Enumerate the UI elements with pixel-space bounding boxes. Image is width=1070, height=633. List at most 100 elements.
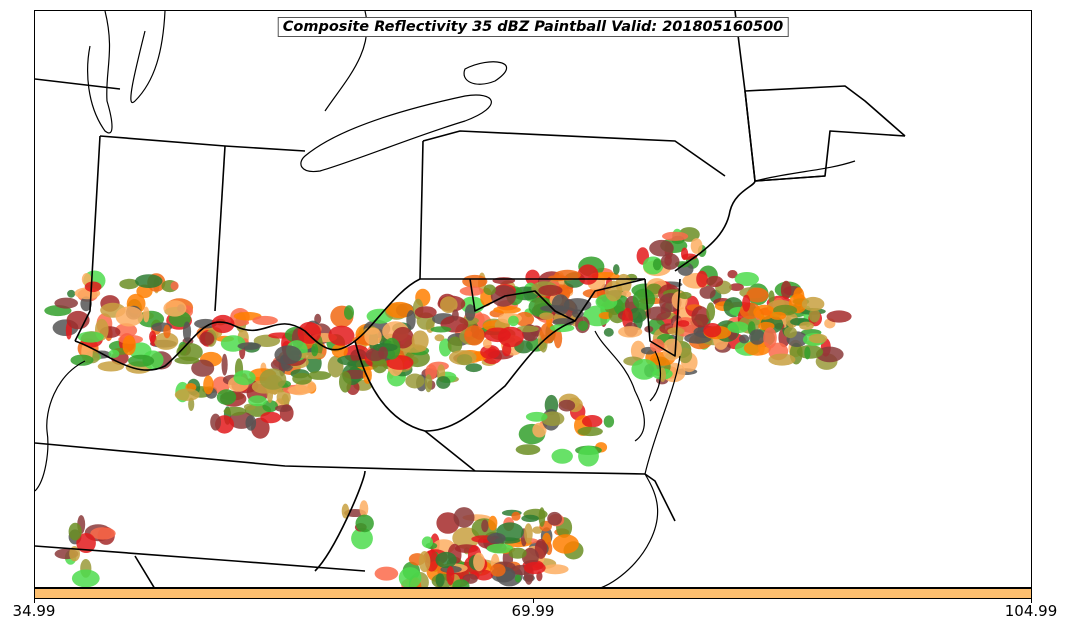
reflectivity-blob — [435, 551, 457, 569]
reflectivity-blob — [547, 511, 562, 526]
reflectivity-blob — [67, 289, 76, 298]
reflectivity-blob — [729, 283, 744, 291]
reflectivity-blob — [769, 311, 787, 320]
reflectivity-blob — [696, 270, 708, 288]
reflectivity-blob — [328, 325, 355, 346]
reflectivity-blob — [351, 527, 373, 550]
reflectivity-blob — [411, 330, 429, 351]
reflectivity-blob — [203, 375, 214, 395]
reflectivity-blob — [549, 324, 575, 333]
reflectivity-blob — [690, 238, 703, 254]
reflectivity-blob — [464, 304, 476, 321]
reflectivity-blob — [613, 264, 620, 275]
reflectivity-blob — [511, 511, 521, 521]
reflectivity-blob — [462, 274, 488, 288]
reflectivity-blob — [604, 280, 623, 302]
reflectivity-blob — [174, 388, 200, 401]
reflectivity-blob — [631, 359, 657, 380]
ohio-river — [74, 278, 421, 371]
reflectivity-blob — [742, 294, 751, 312]
reflectivity-blob — [551, 448, 573, 464]
reflectivity-blob — [194, 318, 217, 329]
reflectivity-blob — [524, 523, 533, 544]
reflectivity-blob — [221, 353, 228, 376]
reflectivity-blob — [516, 325, 539, 333]
reflectivity-paintball-layer — [44, 227, 852, 587]
reflectivity-blob — [583, 305, 611, 327]
reflectivity-blob — [163, 324, 171, 339]
reflectivity-blob — [406, 310, 416, 330]
reflectivity-blob — [434, 334, 445, 342]
wv-southern-border — [354, 320, 576, 432]
reflectivity-blob — [128, 354, 155, 367]
reflectivity-blob — [488, 515, 498, 531]
reflectivity-blob — [71, 569, 100, 587]
reflectivity-blob — [703, 323, 722, 338]
reflectivity-blob — [525, 411, 548, 422]
reflectivity-blob — [440, 296, 458, 314]
reflectivity-blob — [199, 331, 215, 346]
reflectivity-blob — [799, 321, 814, 330]
virginia-border — [424, 430, 476, 472]
reflectivity-blob — [355, 514, 374, 533]
reflectivity-blob — [436, 376, 451, 389]
reflectivity-blob — [54, 297, 78, 309]
reflectivity-blob — [659, 367, 666, 382]
reflectivity-blob — [245, 415, 257, 431]
colorbar-tick-label-middle: 69.99 — [511, 602, 555, 620]
nj-border — [674, 180, 756, 272]
reflectivity-blob — [578, 445, 599, 467]
reflectivity-blob — [297, 321, 321, 344]
reflectivity-blob — [528, 297, 554, 317]
reflectivity-blob — [259, 368, 287, 390]
reflectivity-blob — [652, 258, 662, 271]
reflectivity-blob — [405, 373, 425, 389]
reflectivity-blob — [452, 309, 459, 321]
reflectivity-blob — [481, 519, 489, 533]
colorbar-tick-mark-left — [34, 599, 35, 603]
ct-ri-border — [754, 175, 826, 182]
map-title: Composite Reflectivity 35 dBZ Paintball … — [277, 17, 789, 37]
reflectivity-blob — [497, 326, 524, 348]
reflectivity-blob — [492, 277, 516, 285]
reflectivity-blob — [122, 335, 136, 356]
reflectivity-blob — [532, 422, 547, 438]
reflectivity-blob — [276, 390, 291, 405]
reflectivity-blob — [783, 326, 797, 339]
reflectivity-blob — [541, 411, 565, 427]
reflectivity-blob — [551, 294, 570, 315]
reflectivity-blob — [490, 563, 506, 577]
reflectivity-blob — [473, 552, 485, 572]
reflectivity-blob — [452, 579, 470, 587]
reflectivity-blob — [660, 253, 680, 270]
reflectivity-blob — [487, 532, 506, 544]
reflectivity-blob — [508, 315, 519, 327]
reflectivity-blob — [447, 336, 463, 353]
reflectivity-blob — [699, 285, 716, 299]
reflectivity-blob — [80, 296, 92, 312]
reflectivity-blob — [483, 284, 496, 296]
reflectivity-blob — [364, 327, 382, 346]
reflectivity-blob — [582, 415, 603, 428]
map-canvas — [35, 11, 906, 587]
reflectivity-blob — [456, 354, 473, 366]
reflectivity-blob — [753, 304, 776, 320]
colorbar-tick-label-right: 104.99 — [1004, 602, 1058, 620]
reflectivity-blob — [603, 327, 614, 337]
reflectivity-blob — [378, 346, 388, 360]
reflectivity-blob — [514, 574, 522, 583]
reflectivity-blob — [734, 272, 759, 286]
reflectivity-blob — [465, 363, 483, 373]
reflectivity-blob — [76, 533, 96, 553]
reflectivity-blob — [677, 320, 690, 327]
reflectivity-blob — [216, 389, 237, 405]
reflectivity-blob — [115, 306, 144, 327]
reflectivity-blob — [275, 405, 292, 412]
reflectivity-blob — [374, 566, 399, 581]
ohio-western-loop — [35, 360, 86, 492]
reflectivity-blob — [119, 278, 139, 290]
reflectivity-blob — [90, 527, 116, 540]
nc-border — [644, 473, 676, 522]
reflectivity-blob — [84, 281, 102, 293]
reflectivity-blob — [108, 349, 120, 358]
